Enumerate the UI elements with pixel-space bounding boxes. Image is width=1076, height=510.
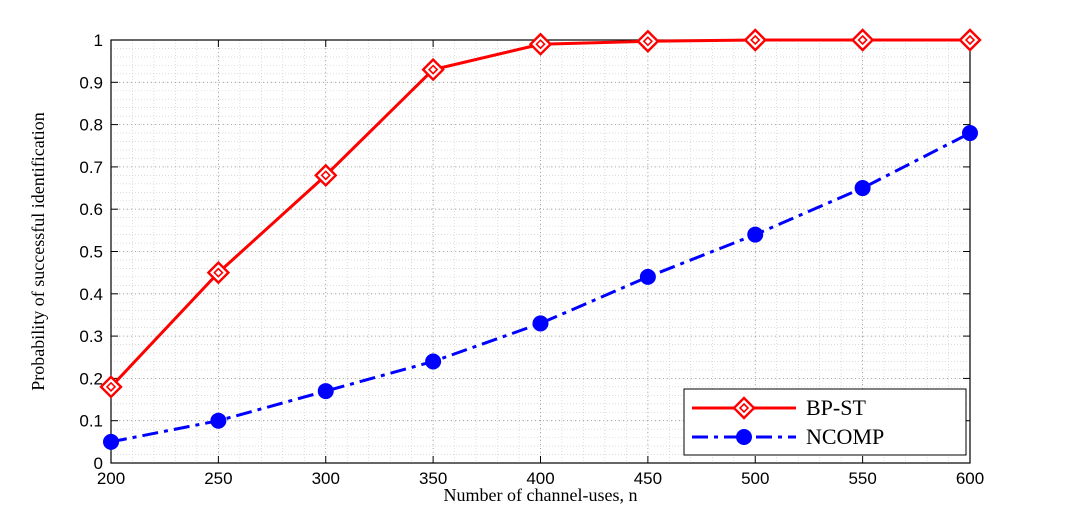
data-point: [210, 412, 227, 429]
data-point: [421, 57, 445, 82]
data-point: [636, 29, 660, 53]
x-tick-label: 450: [634, 469, 662, 488]
x-tick-label: 350: [419, 469, 447, 488]
data-point: [206, 260, 231, 285]
x-tick-label: 550: [848, 469, 876, 488]
y-tick-label: 0.6: [79, 200, 103, 219]
y-tick-label: 1: [94, 31, 103, 50]
data-point: [425, 353, 442, 370]
legend-entry: BP-ST: [692, 395, 866, 420]
x-tick-label: 500: [741, 469, 769, 488]
y-tick-labels: 0 0.1 0.2 0.3 0.4 0.5 0.6 0.7 0.8 0.9 1: [79, 31, 103, 473]
data-point: [103, 433, 119, 450]
series-layer: [99, 28, 982, 450]
data-point: [314, 163, 338, 188]
data-point: [747, 226, 764, 243]
data-point: [850, 28, 875, 52]
legend-box: [683, 388, 967, 456]
data-point: [528, 32, 553, 56]
y-tick-label: 0.2: [79, 369, 103, 388]
y-tick-label: 0.9: [79, 73, 103, 92]
x-tick-label: 400: [526, 469, 554, 488]
y-tick-label: 0.3: [79, 327, 103, 346]
data-point: [639, 268, 656, 285]
legend-marker: [736, 429, 752, 445]
y-tick-label: 0.4: [79, 285, 103, 304]
y-tick-label: 0.7: [79, 158, 103, 177]
x-tick-label: 300: [312, 469, 340, 488]
data-point: [958, 28, 982, 52]
series-ncomp: [103, 125, 978, 450]
x-axis-title: Number of channel-uses, n: [444, 485, 638, 505]
data-point: [532, 315, 549, 332]
series-bp-st: [99, 28, 982, 399]
y-tick-label: 0.5: [79, 243, 103, 262]
y-axis-title: Probability of successful identification: [28, 112, 48, 390]
legend-entry: NCOMP: [692, 424, 884, 449]
legend-label: NCOMP: [806, 424, 884, 449]
legend-label: BP-ST: [806, 395, 866, 420]
y-tick-label: 0: [94, 454, 103, 473]
legend-marker: [732, 396, 756, 420]
data-point: [317, 383, 334, 400]
x-tick-label: 600: [956, 469, 984, 488]
legend: BP-ST NCOMP: [683, 388, 967, 456]
data-point: [962, 125, 978, 142]
data-point: [854, 180, 871, 197]
data-point: [743, 28, 767, 52]
x-tick-label: 250: [204, 469, 232, 488]
legend-entries: BP-ST NCOMP: [692, 395, 884, 449]
x-tick-label: 200: [97, 469, 125, 488]
y-tick-label: 0.1: [79, 412, 103, 431]
x-tick-labels: 200 250 300 350 400 450 500 550 600: [97, 469, 984, 488]
data-point: [99, 375, 123, 399]
y-tick-label: 0.8: [79, 116, 103, 135]
